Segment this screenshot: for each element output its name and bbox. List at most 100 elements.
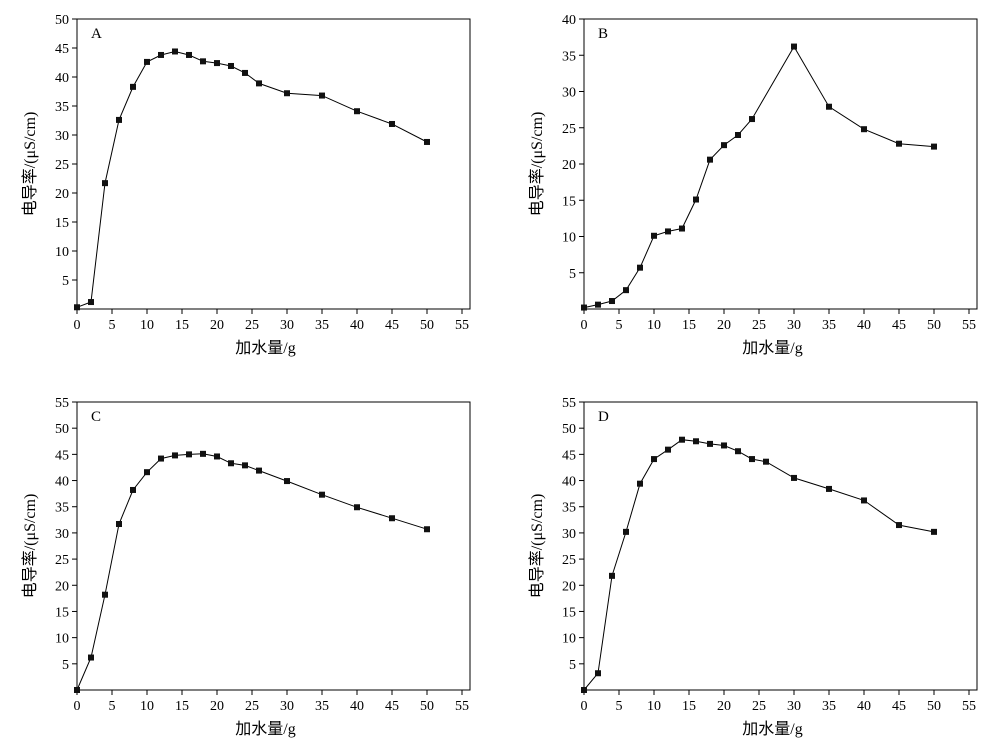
x-axis-title: 加水量/g <box>235 720 295 738</box>
data-point <box>144 469 150 476</box>
x-axis-title: 加水量/g <box>235 339 295 357</box>
x-tick-label: 50 <box>927 699 941 714</box>
data-point <box>242 69 248 76</box>
x-tick-label: 10 <box>647 699 661 714</box>
data-point <box>707 440 713 447</box>
x-tick-label: 30 <box>280 318 294 333</box>
x-tick-label: 0 <box>581 699 588 714</box>
x-tick-label: 25 <box>752 318 766 333</box>
data-point <box>595 301 601 308</box>
x-tick-label: 5 <box>616 318 623 333</box>
data-point <box>354 504 360 511</box>
x-tick-label: 50 <box>420 318 434 333</box>
data-point <box>102 591 108 598</box>
x-tick-label: 30 <box>280 699 294 714</box>
data-point <box>200 450 206 457</box>
y-tick-label: 45 <box>562 448 576 463</box>
x-tick-label: 0 <box>74 318 81 333</box>
data-point <box>693 196 699 203</box>
y-tick-label: 30 <box>55 129 69 144</box>
x-axis-title: 加水量/g <box>742 720 802 738</box>
data-point <box>861 497 867 504</box>
data-point <box>116 521 122 528</box>
data-point <box>144 58 150 65</box>
y-tick-label: 30 <box>55 527 69 542</box>
data-point <box>186 51 192 58</box>
plot-frame <box>76 18 471 310</box>
x-tick-label: 55 <box>962 699 976 714</box>
data-point <box>581 304 587 311</box>
x-tick-label: 55 <box>455 699 469 714</box>
data-point <box>319 92 325 99</box>
x-tick-label: 25 <box>245 318 259 333</box>
x-tick-label: 10 <box>140 318 154 333</box>
series-line <box>583 439 935 691</box>
data-point <box>826 485 832 492</box>
x-tick-label: 10 <box>647 318 661 333</box>
chart-panel-b: 0 5 10 15 20 25 30 35 40 45 50 55510152025303540加水量… <box>528 13 978 357</box>
data-point <box>637 480 643 487</box>
x-tick-label: 0 <box>581 318 588 333</box>
x-tick-label: 5 <box>109 699 116 714</box>
x-tick-label: 50 <box>927 318 941 333</box>
y-tick-label: 5 <box>569 267 576 282</box>
x-tick-label: 30 <box>787 318 801 333</box>
panel-label: B <box>598 26 608 42</box>
x-tick-label: 30 <box>787 699 801 714</box>
y-axis-title: 电导率/(μS/cm) <box>528 112 546 217</box>
y-tick-label: 40 <box>55 475 69 490</box>
x-tick-label: 15 <box>175 699 189 714</box>
data-point <box>88 299 94 306</box>
y-tick-label: 35 <box>55 501 69 516</box>
data-point <box>172 48 178 55</box>
data-point <box>158 455 164 462</box>
data-point <box>609 572 615 579</box>
y-tick-label: 30 <box>562 527 576 542</box>
data-point <box>595 670 601 677</box>
y-tick-label: 5 <box>62 658 69 673</box>
x-tick-label: 40 <box>857 318 871 333</box>
y-tick-label: 55 <box>55 396 69 411</box>
chart-panel-d: 0 5 10 15 20 25 30 35 40 45 50 55510152025303540455… <box>528 396 978 738</box>
data-point <box>389 515 395 522</box>
data-point <box>749 456 755 463</box>
data-point <box>637 264 643 271</box>
data-point <box>130 83 136 90</box>
y-tick-label: 35 <box>562 49 576 64</box>
y-tick-label: 40 <box>562 13 576 28</box>
data-point <box>214 60 220 67</box>
data-point <box>228 62 234 69</box>
y-tick-label: 5 <box>62 274 69 289</box>
data-point <box>931 143 937 150</box>
x-tick-label: 55 <box>455 318 469 333</box>
data-point <box>721 442 727 449</box>
data-point <box>424 526 430 533</box>
data-point <box>284 90 290 97</box>
x-axis-title: 加水量/g <box>742 339 802 357</box>
x-tick-label: 45 <box>385 318 399 333</box>
data-point <box>665 228 671 235</box>
data-point <box>721 142 727 149</box>
data-point <box>256 467 262 474</box>
series-line <box>583 45 935 309</box>
x-tick-label: 35 <box>315 318 329 333</box>
chart-panel-a: 0 5 10 15 20 25 30 35 40 45 50 55510152025303540455… <box>21 13 471 357</box>
x-tick-label: 15 <box>682 699 696 714</box>
x-tick-label: 25 <box>752 699 766 714</box>
y-tick-label: 45 <box>55 42 69 57</box>
data-point <box>665 446 671 453</box>
data-point <box>102 180 108 187</box>
data-point <box>319 491 325 498</box>
y-axis-title: 电导率/(μS/cm) <box>528 494 546 599</box>
data-point <box>651 232 657 239</box>
data-point <box>735 448 741 455</box>
data-point <box>284 478 290 485</box>
y-tick-label: 45 <box>55 448 69 463</box>
x-tick-label: 50 <box>420 699 434 714</box>
x-tick-label: 5 <box>109 318 116 333</box>
data-point <box>861 126 867 133</box>
y-tick-label: 40 <box>562 475 576 490</box>
y-tick-label: 15 <box>55 216 69 231</box>
y-tick-label: 5 <box>569 658 576 673</box>
